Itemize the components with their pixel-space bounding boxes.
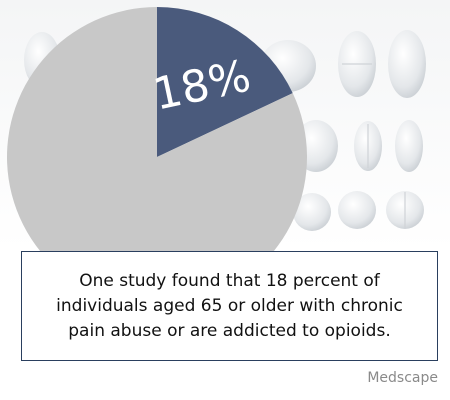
pie-slice <box>157 7 293 157</box>
pie-slice <box>6 7 307 308</box>
caption-box: One study found that 18 percent of indiv… <box>21 251 438 361</box>
source-watermark: Medscape <box>367 370 438 386</box>
caption-text: One study found that 18 percent of indiv… <box>56 270 403 341</box>
